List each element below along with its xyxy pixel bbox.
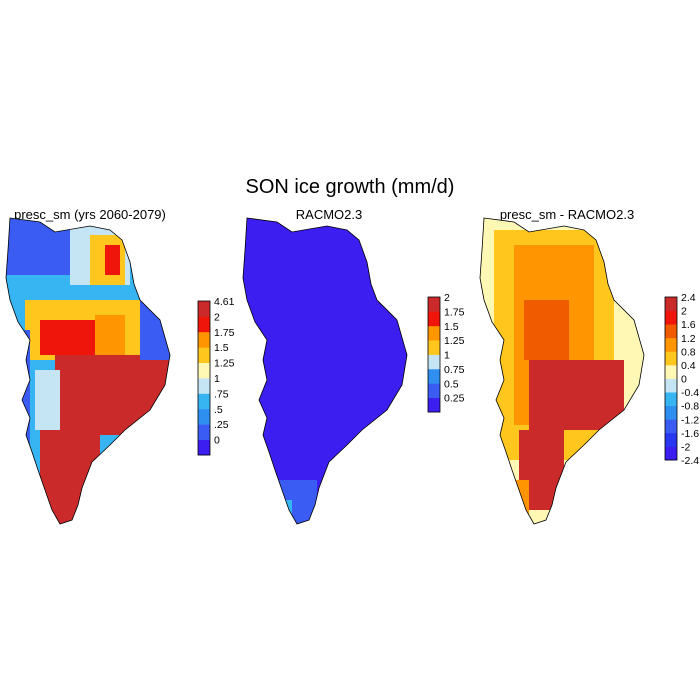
colorbar-swatch xyxy=(665,337,677,352)
colorbar-swatch xyxy=(198,393,210,410)
colorbar-tick-label: 2 xyxy=(444,292,450,304)
colorbar-tick-label: 1.5 xyxy=(444,321,459,333)
colorbar-tick-label: 0.4 xyxy=(681,360,696,372)
colorbar-tick-label: 0.25 xyxy=(444,393,465,405)
colorbar-swatch xyxy=(198,439,210,456)
colorbar-swatch xyxy=(428,368,440,384)
colorbar-tick-label: -1.6 xyxy=(681,428,699,440)
colorbar-tick-label: 0.75 xyxy=(444,364,465,376)
colorbar-2: 0.25 0.5 0.75 1 1.25 1.5 1.75 2 xyxy=(427,292,465,413)
colorbar-tick-label: .75 xyxy=(214,388,229,400)
panel-title-model: presc_sm (yrs 2060-2079) xyxy=(14,207,166,222)
colorbar-tick-label: 1.6 xyxy=(681,319,696,331)
colorbar-tick-label: 4.61 xyxy=(214,296,235,308)
colorbar-swatch xyxy=(665,310,677,325)
colorbar-tick-label: 1 xyxy=(444,350,450,362)
colorbar-tick-label: 2 xyxy=(214,311,220,323)
colorbar-frame xyxy=(197,300,211,456)
colorbar-3: -2.4 -2-1.6 -1.2-0.8 -0.40 0.4 0.81.2 1.62 2.4 xyxy=(664,292,699,467)
colorbar-swatch xyxy=(665,419,677,434)
colorbar-swatch xyxy=(428,383,440,399)
colorbar-swatch xyxy=(665,446,677,461)
colorbar-swatch xyxy=(665,297,677,311)
colorbar-swatch xyxy=(198,378,210,394)
colorbar-tick-label: -1.2 xyxy=(681,414,699,426)
colorbar-swatch xyxy=(665,432,677,447)
colorbar-tick-label: -0.4 xyxy=(681,387,699,399)
colorbar-tick-label: 1.75 xyxy=(444,306,465,318)
colorbar-tick-label: -2 xyxy=(681,441,690,453)
colorbar-tick-label: 1 xyxy=(214,373,220,385)
colorbar-tick-label: -0.8 xyxy=(681,401,699,413)
colorbar-swatch xyxy=(198,362,210,379)
colorbar-1: 0 .25 .5 .75 1 1.25 1.5 1.75 2 4.61 xyxy=(197,296,235,456)
colorbar-tick-label: 1.25 xyxy=(444,335,465,347)
colorbar-swatch xyxy=(198,424,210,440)
colorbar-tick-label: .5 xyxy=(214,404,223,416)
colorbar-swatch xyxy=(428,397,440,413)
colorbar-tick-label: -2.4 xyxy=(681,455,699,467)
colorbar-tick-label: .25 xyxy=(214,419,229,431)
page-title: SON ice growth (mm/d) xyxy=(245,176,455,198)
colorbar-swatch xyxy=(428,325,440,341)
colorbar-tick-label: 1.2 xyxy=(681,333,696,345)
panel-title-difference: presc_sm - RACMO2.3 xyxy=(499,207,635,222)
colorbar-swatch xyxy=(665,378,677,393)
colorbar-tick-label: 1.25 xyxy=(214,358,235,370)
colorbar-tick-label: 2 xyxy=(681,306,687,318)
colorbar-swatch xyxy=(665,405,677,420)
map-panel-model xyxy=(5,217,171,525)
colorbar-tick-label: 0.8 xyxy=(681,346,696,358)
colorbar-swatch xyxy=(198,408,210,425)
colorbar-tick-label: 1.5 xyxy=(214,342,229,354)
colorbar-swatch xyxy=(665,351,677,366)
colorbar-swatch xyxy=(428,340,440,355)
colorbar-tick-label: 1.75 xyxy=(214,327,235,339)
colorbar-swatch xyxy=(198,347,210,363)
colorbar-frame xyxy=(664,296,678,461)
colorbar-tick-label: 0.5 xyxy=(444,378,459,390)
colorbar-swatch xyxy=(665,324,677,339)
colorbar-swatch xyxy=(198,331,210,348)
colorbar-swatch xyxy=(198,301,210,317)
map-panel-difference xyxy=(479,217,645,525)
colorbar-swatch xyxy=(428,311,440,327)
colorbar-tick-label: 0 xyxy=(681,374,687,386)
colorbar-tick-label: 0 xyxy=(214,435,220,447)
colorbar-swatch xyxy=(665,364,677,379)
colorbar-frame xyxy=(427,296,441,413)
panel-title-racmo: RACMO2.3 xyxy=(295,207,363,222)
map-panel-racmo xyxy=(242,217,408,525)
colorbar-swatch xyxy=(665,392,677,407)
colorbar-swatch xyxy=(428,354,440,370)
colorbar-tick-label: 2.4 xyxy=(681,292,696,304)
colorbar-swatch xyxy=(428,297,440,312)
colorbar-swatch xyxy=(198,316,210,333)
